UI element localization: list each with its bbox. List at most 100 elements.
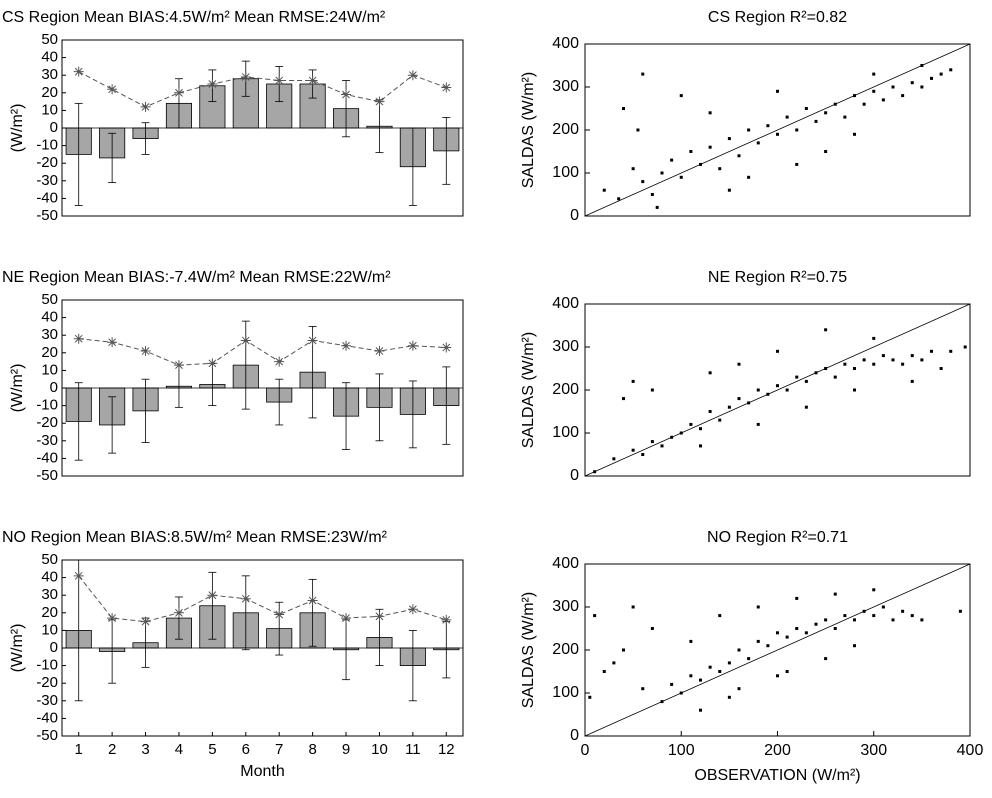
scatter-point bbox=[679, 175, 683, 179]
y-tick-label: -40 bbox=[36, 449, 58, 466]
error-bar bbox=[74, 382, 83, 461]
scatter-point bbox=[939, 72, 943, 76]
y-tick-label: 100 bbox=[552, 424, 579, 441]
scatter-point bbox=[689, 422, 693, 426]
y-tick-label: 40 bbox=[41, 569, 58, 586]
scatter-point bbox=[631, 605, 635, 609]
scatter-point bbox=[622, 107, 625, 110]
scatter-point bbox=[776, 132, 779, 136]
scatter-point bbox=[708, 371, 712, 375]
scatter-point bbox=[853, 388, 856, 392]
scatter-point bbox=[963, 345, 967, 349]
scatter-point bbox=[679, 431, 683, 435]
scatter-point bbox=[804, 405, 808, 409]
chart-title: CS Region Mean BIAS:4.5W/m² Mean RMSE:24… bbox=[2, 9, 386, 26]
scatter-point bbox=[655, 205, 659, 209]
rmse-marker bbox=[374, 346, 385, 357]
scatter-point bbox=[910, 354, 914, 358]
y-tick-label: 30 bbox=[41, 326, 58, 343]
rmse-marker bbox=[341, 613, 352, 624]
scatter-point bbox=[708, 665, 712, 669]
scatter-point bbox=[949, 68, 953, 72]
scatter-point bbox=[593, 470, 597, 474]
scatter-point bbox=[795, 162, 799, 166]
scatter-point bbox=[699, 162, 702, 166]
scatter-point bbox=[631, 448, 635, 452]
scatter-point bbox=[622, 648, 625, 652]
rmse-marker bbox=[441, 342, 452, 353]
scatter-point bbox=[737, 154, 741, 158]
scatter-point bbox=[612, 457, 616, 461]
rmse-marker bbox=[274, 609, 285, 620]
scatter-point bbox=[631, 167, 635, 171]
y-tick-label: -30 bbox=[36, 432, 58, 449]
error-bar bbox=[442, 366, 451, 445]
y-tick-label: 200 bbox=[552, 641, 579, 658]
scatter-point bbox=[588, 695, 592, 699]
rmse-marker bbox=[240, 593, 251, 604]
y-tick-label: 400 bbox=[552, 295, 579, 312]
scatter-point bbox=[920, 358, 924, 362]
scatter-point bbox=[636, 128, 640, 132]
y-tick-label: 0 bbox=[50, 119, 58, 136]
y-tick-label: 10 bbox=[41, 361, 58, 378]
scatter-point bbox=[650, 388, 654, 392]
scatter-point bbox=[708, 111, 712, 115]
rmse-marker bbox=[441, 82, 452, 93]
scatter-point bbox=[708, 145, 712, 149]
rmse-marker bbox=[73, 333, 84, 344]
x-tick-label: 9 bbox=[342, 741, 350, 758]
x-tick-label: 3 bbox=[141, 741, 149, 758]
error-bar bbox=[208, 571, 217, 640]
y-tick-label: -50 bbox=[36, 467, 58, 484]
scatter-point bbox=[670, 435, 674, 439]
scatter-point bbox=[814, 119, 818, 123]
scatter-point bbox=[650, 440, 654, 444]
y-tick-label: 300 bbox=[552, 598, 579, 615]
scatter-point bbox=[756, 639, 760, 643]
scatter-point bbox=[901, 609, 905, 613]
scatter-point bbox=[660, 700, 664, 704]
scatter-point bbox=[766, 392, 770, 396]
scatter-point bbox=[689, 674, 693, 678]
scatter-point bbox=[766, 644, 770, 648]
y-tick-label: 50 bbox=[41, 291, 58, 308]
scatter-point bbox=[617, 197, 621, 201]
rmse-marker bbox=[307, 595, 318, 606]
scatter-point bbox=[939, 367, 943, 370]
scatter-point bbox=[910, 81, 914, 85]
scatter-point bbox=[843, 614, 847, 618]
error-bar bbox=[308, 578, 317, 647]
error-bar bbox=[275, 378, 284, 426]
rmse-marker bbox=[107, 337, 118, 348]
scatter-point bbox=[756, 141, 760, 145]
y-axis-label: (W/m²) bbox=[9, 104, 26, 153]
scatter-point bbox=[853, 618, 856, 622]
error-bar bbox=[241, 575, 250, 651]
error-bar bbox=[74, 102, 83, 206]
scatter-point bbox=[872, 89, 876, 93]
plot-frame bbox=[61, 39, 464, 217]
y-tick-label: 400 bbox=[552, 35, 579, 52]
error-bar bbox=[375, 373, 384, 442]
plot-frame bbox=[584, 563, 971, 737]
rmse-marker bbox=[341, 89, 352, 100]
rmse-line bbox=[78, 575, 447, 623]
scatter-point bbox=[785, 388, 789, 392]
rmse-marker bbox=[374, 96, 385, 107]
x-tick-label: 2 bbox=[108, 741, 116, 758]
x-tick-label: 400 bbox=[957, 742, 984, 759]
scatter-point bbox=[872, 588, 876, 592]
x-tick-label: 1 bbox=[75, 741, 83, 758]
y-tick-label: -10 bbox=[36, 657, 58, 674]
y-tick-label: 400 bbox=[552, 555, 579, 572]
y-tick-label: 30 bbox=[41, 66, 58, 83]
y-tick-label: 10 bbox=[41, 621, 58, 638]
y-tick-label: -20 bbox=[36, 154, 58, 171]
scatter-point bbox=[602, 670, 606, 673]
scatter-point bbox=[824, 111, 828, 115]
y-tick-label: 50 bbox=[41, 31, 58, 48]
y-tick-label: 30 bbox=[41, 586, 58, 603]
rmse-marker bbox=[173, 607, 184, 618]
